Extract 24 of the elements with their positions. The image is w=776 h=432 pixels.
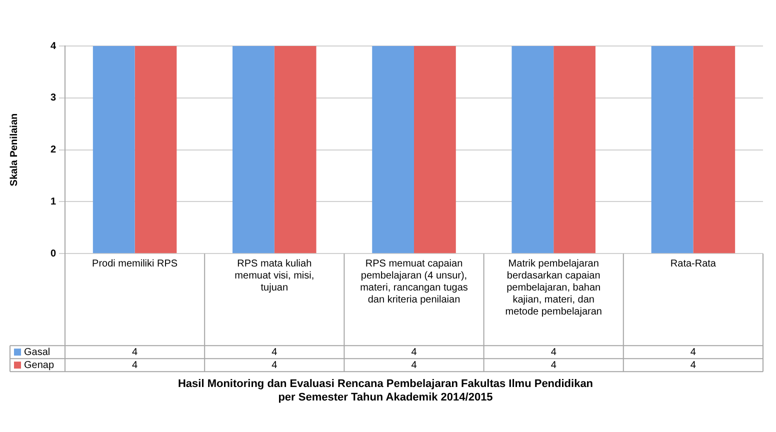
data-label: 4 (550, 360, 557, 371)
data-label: 4 (272, 346, 278, 358)
x-tick-label: RPS memuat capaian pembelajaran (4 unsur), materi, rancangan tugas dan kriteria penilaian (360, 258, 468, 306)
y-tick-label: 4 (50, 40, 56, 52)
data-label: 4 (411, 360, 418, 371)
y-tick-label: 2 (50, 144, 56, 156)
data-label: 4 (690, 360, 696, 371)
text: Hasil Monitoring dan Evaluasi Rencana Pembelajaran Fakultas Ilmu Pendidikan per Semester Tahun Akademik 2014/2015 (178, 378, 594, 404)
legend-label: Genap (24, 360, 54, 371)
y-tick-label: 1 (50, 196, 56, 208)
legend-label: Gasal (24, 346, 50, 358)
data-label: 4 (690, 346, 696, 358)
data-label: 4 (132, 346, 138, 358)
y-tick-label: 0 (50, 248, 56, 260)
x-tick-label: Matrik pembelajaran berdasarkan capaian pembelajaran, bahan kajian, materi, dan metode pembelajaran (505, 258, 602, 318)
data-label: 4 (132, 360, 138, 371)
data-label: 4 (272, 360, 278, 371)
x-tick-label: RPS mata kuliah memuat visi, misi, tujuan (234, 258, 314, 294)
x-tick-label: Prodi memiliki RPS (92, 258, 178, 270)
data-label: 4 (550, 346, 557, 358)
data-label: 4 (411, 346, 418, 358)
y-tick-label: 3 (50, 92, 56, 104)
x-tick-label: Rata-Rata (670, 258, 716, 270)
y-axis-title: Skala Penilaian (8, 113, 20, 186)
